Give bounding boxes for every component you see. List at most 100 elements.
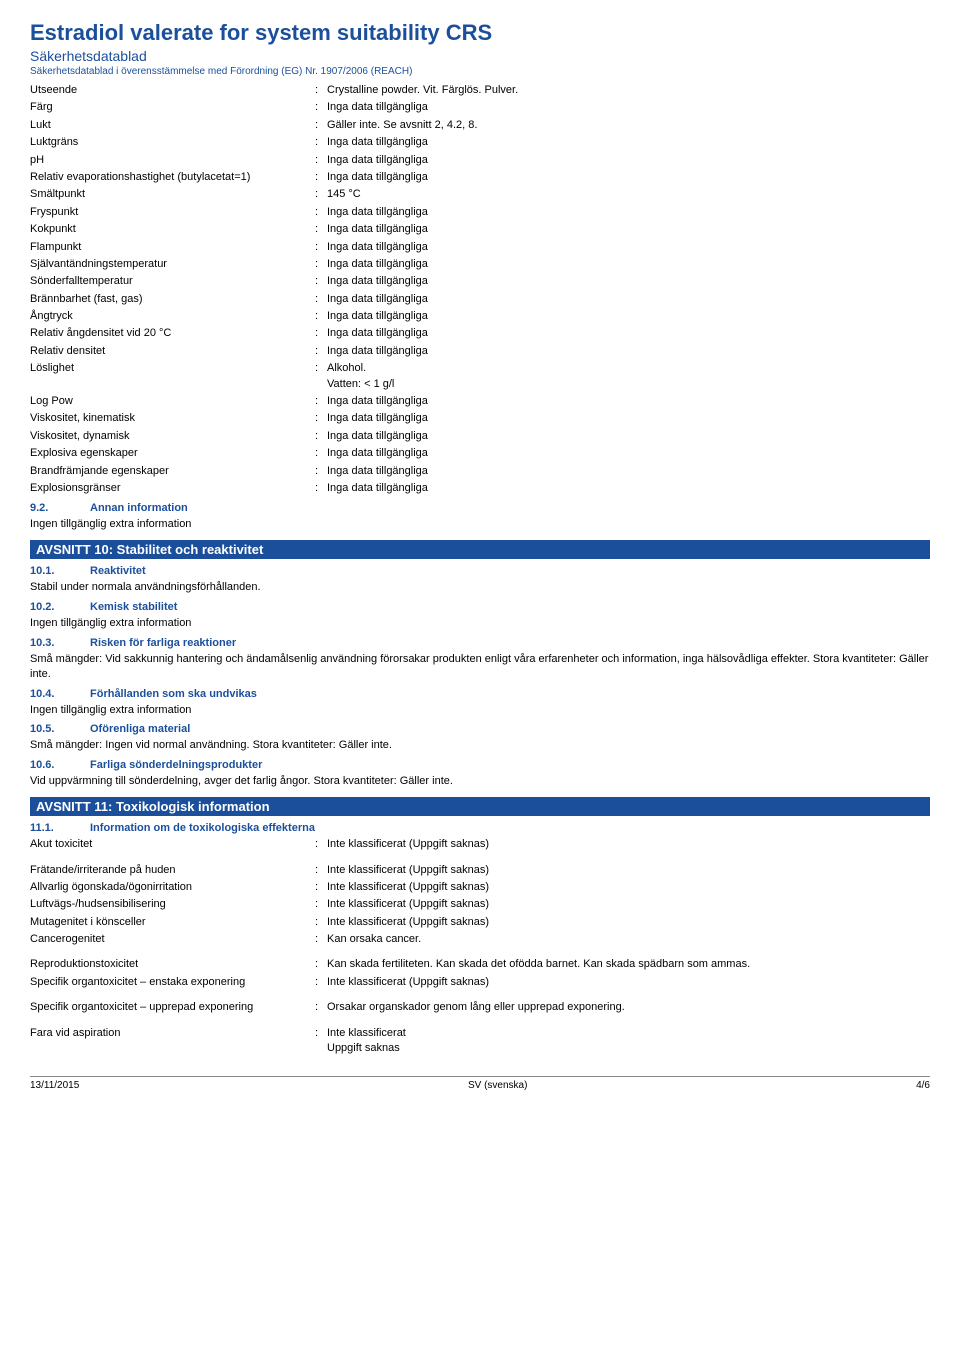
property-value: Inga data tillgängliga (327, 274, 930, 289)
tox-separator: : (315, 897, 327, 912)
subsection-body: Små mängder: Vid sakkunnig hantering och… (30, 652, 930, 682)
tox-separator: : (315, 915, 327, 930)
property-separator: : (315, 222, 327, 237)
property-row: Explosionsgränser:Inga data tillgängliga (30, 481, 930, 496)
footer-date: 13/11/2015 (30, 1080, 79, 1091)
subsection-body: Ingen tillgänglig extra information (30, 517, 930, 532)
property-label: Relativ densitet (30, 344, 315, 359)
tox-separator: : (315, 863, 327, 878)
subsection-9-2: 9.2. Annan information (30, 502, 930, 514)
property-row: Relativ densitet:Inga data tillgängliga (30, 344, 930, 359)
property-label: Relativ ångdensitet vid 20 °C (30, 326, 315, 341)
tox-value: Inte klassificerat (Uppgift saknas) (327, 915, 930, 930)
property-label: pH (30, 153, 315, 168)
page-footer: 13/11/2015 SV (svenska) 4/6 (30, 1076, 930, 1091)
tox-value: Inte klassificerat Uppgift saknas (327, 1026, 930, 1057)
subsection-body: Ingen tillgänglig extra information (30, 703, 930, 718)
property-separator: : (315, 429, 327, 444)
property-label: Färg (30, 100, 315, 115)
property-value: 145 °C (327, 187, 930, 202)
property-row: Självantändningstemperatur:Inga data til… (30, 257, 930, 272)
property-value: Crystalline powder. Vit. Färglös. Pulver… (327, 83, 930, 98)
property-label: Viskositet, dynamisk (30, 429, 315, 444)
property-value: Inga data tillgängliga (327, 309, 930, 324)
subsection-title: Oförenliga material (90, 723, 930, 735)
property-value: Inga data tillgängliga (327, 344, 930, 359)
property-separator: : (315, 100, 327, 115)
property-label: Lukt (30, 118, 315, 133)
property-value: Inga data tillgängliga (327, 326, 930, 341)
tox-separator: : (315, 975, 327, 990)
property-row: Log Pow:Inga data tillgängliga (30, 394, 930, 409)
property-label: Explosionsgränser (30, 481, 315, 496)
subsection-body: Ingen tillgänglig extra information (30, 616, 930, 631)
property-value: Inga data tillgängliga (327, 429, 930, 444)
tox-row: Specifik organtoxicitet – enstaka expone… (30, 975, 930, 990)
subsection-header: 10.2.Kemisk stabilitet (30, 601, 930, 613)
section-10-banner: AVSNITT 10: Stabilitet och reaktivitet (30, 540, 930, 559)
property-value: Inga data tillgängliga (327, 170, 930, 185)
property-row: Viskositet, kinematisk:Inga data tillgän… (30, 411, 930, 426)
tox-value: Inte klassificerat (Uppgift saknas) (327, 975, 930, 990)
property-label: Flampunkt (30, 240, 315, 255)
subsection-body: Stabil under normala användningsförhålla… (30, 580, 930, 595)
subsection-title: Reaktivitet (90, 565, 930, 577)
property-separator: : (315, 257, 327, 272)
property-separator: : (315, 135, 327, 150)
property-label: Ångtryck (30, 309, 315, 324)
tox-label: Frätande/irriterande på huden (30, 863, 315, 878)
section-11-banner: AVSNITT 11: Toxikologisk information (30, 797, 930, 816)
footer-page: 4/6 (916, 1080, 930, 1091)
property-row: Ångtryck:Inga data tillgängliga (30, 309, 930, 324)
tox-value: Kan skada fertiliteten. Kan skada det of… (327, 957, 930, 972)
property-row: Fryspunkt:Inga data tillgängliga (30, 205, 930, 220)
subsection-number: 10.5. (30, 723, 90, 735)
property-label: Kokpunkt (30, 222, 315, 237)
subsection-number: 11.1. (30, 822, 90, 834)
subsection-number: 10.1. (30, 565, 90, 577)
property-separator: : (315, 274, 327, 289)
property-value: Inga data tillgängliga (327, 394, 930, 409)
tox-label: Mutagenitet i könsceller (30, 915, 315, 930)
property-label: Sönderfalltemperatur (30, 274, 315, 289)
property-row: Flampunkt:Inga data tillgängliga (30, 240, 930, 255)
subsection-header: 10.1.Reaktivitet (30, 565, 930, 577)
subsection-title: Information om de toxikologiska effekter… (90, 822, 930, 834)
subsection-title: Risken för farliga reaktioner (90, 637, 930, 649)
subsection-number: 10.4. (30, 688, 90, 700)
toxicology-table: Akut toxicitet:Inte klassificerat (Uppgi… (30, 837, 930, 1056)
subsection-title: Kemisk stabilitet (90, 601, 930, 613)
property-row: Kokpunkt:Inga data tillgängliga (30, 222, 930, 237)
tox-label: Specifik organtoxicitet – upprepad expon… (30, 1000, 315, 1015)
subsection-11-1: 11.1. Information om de toxikologiska ef… (30, 822, 930, 834)
tox-value: Inte klassificerat (Uppgift saknas) (327, 837, 930, 852)
subsection-number: 10.6. (30, 759, 90, 771)
property-value: Inga data tillgängliga (327, 222, 930, 237)
property-row: Explosiva egenskaper:Inga data tillgängl… (30, 446, 930, 461)
property-row: Sönderfalltemperatur:Inga data tillgängl… (30, 274, 930, 289)
property-value: Inga data tillgängliga (327, 153, 930, 168)
tox-value: Inte klassificerat (Uppgift saknas) (327, 863, 930, 878)
subsection-header: 10.3.Risken för farliga reaktioner (30, 637, 930, 649)
property-label: Fryspunkt (30, 205, 315, 220)
property-separator: : (315, 309, 327, 324)
footer-lang: SV (svenska) (468, 1080, 527, 1091)
property-separator: : (315, 411, 327, 426)
property-row: Luktgräns:Inga data tillgängliga (30, 135, 930, 150)
tox-separator: : (315, 1026, 327, 1057)
property-separator: : (315, 481, 327, 496)
property-label: Brandfrämjande egenskaper (30, 464, 315, 479)
document-regulation: Säkerhetsdatablad i överensstämmelse med… (30, 66, 930, 77)
document-title: Estradiol valerate for system suitabilit… (30, 20, 930, 46)
tox-label: Fara vid aspiration (30, 1026, 315, 1057)
property-separator: : (315, 326, 327, 341)
property-value: Gäller inte. Se avsnitt 2, 4.2, 8. (327, 118, 930, 133)
property-separator: : (315, 292, 327, 307)
property-label: Smältpunkt (30, 187, 315, 202)
tox-row: Luftvägs-/hudsensibilisering:Inte klassi… (30, 897, 930, 912)
property-label: Utseende (30, 83, 315, 98)
property-value: Inga data tillgängliga (327, 481, 930, 496)
subsection-title: Farliga sönderdelningsprodukter (90, 759, 930, 771)
document-subtitle: Säkerhetsdatablad (30, 48, 930, 64)
property-separator: : (315, 394, 327, 409)
